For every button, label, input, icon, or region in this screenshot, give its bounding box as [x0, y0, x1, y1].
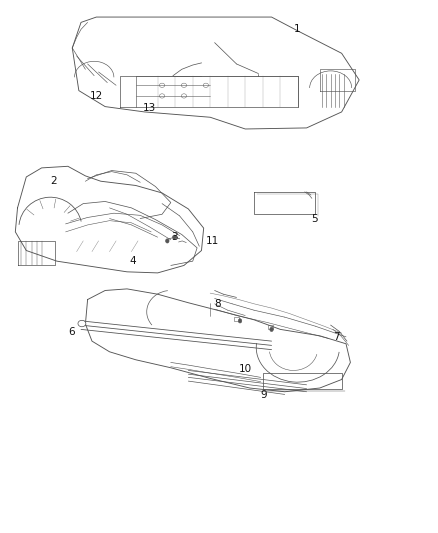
Text: 7: 7 [333, 332, 339, 342]
Text: 4: 4 [129, 256, 136, 266]
Ellipse shape [78, 320, 86, 327]
Circle shape [238, 319, 242, 323]
Circle shape [173, 235, 176, 239]
Text: 13: 13 [142, 103, 155, 112]
Text: 5: 5 [311, 214, 318, 223]
Text: 11: 11 [206, 236, 219, 246]
Text: 1: 1 [293, 25, 300, 34]
Text: 2: 2 [50, 176, 57, 186]
Text: 9: 9 [261, 391, 267, 400]
Text: 12: 12 [90, 91, 103, 101]
Text: 10: 10 [239, 364, 252, 374]
Text: 3: 3 [171, 232, 177, 242]
Circle shape [166, 239, 169, 243]
Text: 6: 6 [68, 327, 74, 336]
Text: 8: 8 [215, 299, 221, 309]
Circle shape [270, 327, 273, 332]
